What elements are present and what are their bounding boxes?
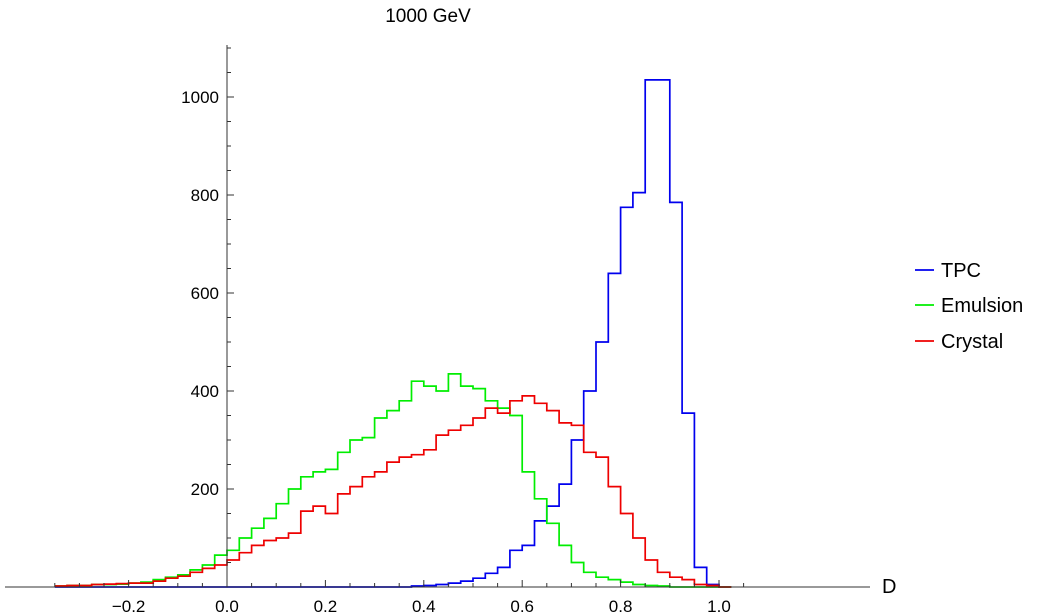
x-tick-label: 0.6 [510, 597, 534, 615]
y-ticks: 200 400 600 800 1000 [181, 47, 234, 563]
series-crystal-line [54, 395, 732, 588]
legend-label-crystal: Crystal [941, 331, 1003, 353]
x-tick-label: 1.0 [707, 597, 731, 615]
y-tick-label: 400 [191, 382, 219, 401]
y-tick-label: 200 [191, 480, 219, 499]
y-tick-label: 600 [191, 284, 219, 303]
series-emulsion-line [54, 373, 732, 588]
x-tick-label: 0.8 [609, 597, 633, 615]
chart-title: 1000 GeV [385, 6, 471, 27]
y-tick-label: 1000 [181, 88, 219, 107]
y-tick-label: 800 [191, 186, 219, 205]
legend-label-emulsion: Emulsion [941, 295, 1023, 317]
series-layer [54, 79, 732, 588]
x-tick-label: 0.2 [314, 597, 338, 615]
x-axis-label: D [882, 576, 896, 598]
series-tpc-line [54, 79, 732, 588]
legend: TPC Emulsion Crystal [915, 260, 1023, 353]
x-tick-label: 0.0 [215, 597, 239, 615]
x-ticks: −0.2 0.0 0.2 0.4 0.6 0.8 1.0 [54, 580, 745, 615]
x-tick-label: −0.2 [112, 597, 146, 615]
x-tick-label: 0.4 [412, 597, 436, 615]
legend-label-tpc: TPC [941, 260, 981, 282]
